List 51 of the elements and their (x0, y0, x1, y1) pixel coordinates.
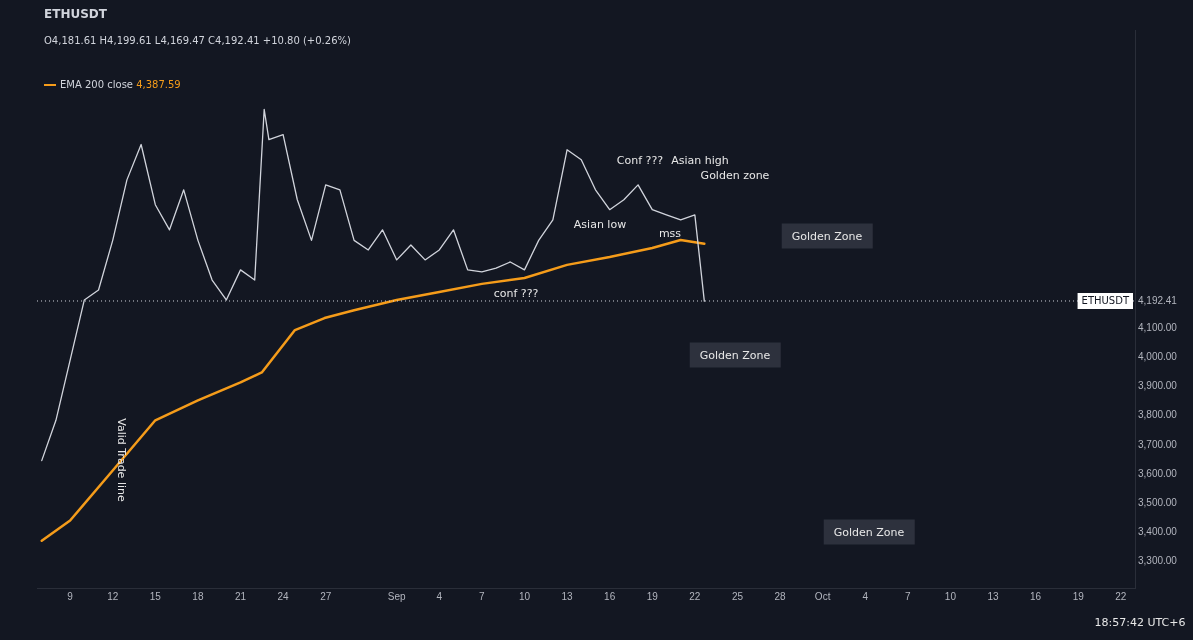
x-tick-label: 24 (277, 590, 290, 602)
x-tick-label: 18 (192, 590, 204, 602)
x-tick-label: 9 (67, 590, 74, 602)
text: 18:57:42 UTC+6 (1094, 615, 1186, 629)
x-tick-label: 22 (1115, 590, 1127, 602)
y-tick-label: 4,192.41 (1138, 294, 1178, 306)
x-tick-label: 27 (320, 590, 332, 602)
annotation: Asian low (573, 217, 627, 231)
x-tick-label: 13 (561, 590, 574, 602)
x-tick-label: 16 (1030, 590, 1042, 602)
y-tick-label: 3,400.00 (1138, 526, 1178, 538)
y-tick-label: 3,900.00 (1138, 380, 1178, 392)
y-tick-label: 3,800.00 (1138, 409, 1178, 421)
x-tick-label: 28 (774, 590, 787, 602)
x-tick-label: 19 (646, 590, 659, 602)
x-tick-label: 4 (862, 590, 869, 602)
annotation: Conf ??? (616, 153, 664, 167)
ref-line-label: ETHUSDT (1081, 294, 1130, 306)
y-tick-label: 4,100.00 (1138, 321, 1178, 333)
x-tick-label: Sep (387, 590, 407, 602)
annotation: conf ??? (493, 286, 539, 300)
x-tick-label: 19 (1072, 590, 1085, 602)
legend-label: EMA 200 close (60, 79, 134, 90)
y-tick-label: 3,300.00 (1138, 555, 1178, 567)
x-tick-label: 16 (604, 590, 616, 602)
annotation: Asian high (671, 153, 729, 167)
annotation: Golden Zone (689, 342, 781, 368)
y-tick-label: 3,500.00 (1138, 497, 1178, 509)
x-tick-label: 12 (107, 590, 119, 602)
x-tick-label: 4 (436, 590, 443, 602)
annotation: Golden Zone (823, 519, 915, 545)
annotation: 4,387.59 (136, 79, 181, 90)
x-tick-label: Oct (814, 590, 831, 602)
x-tick-label: 10 (944, 590, 957, 602)
text: O4,181.61 H4,199.61 L4,169.47 C4,192.41 +10.80 (+0.26%) (44, 35, 351, 46)
chart-title: ETHUSDT (44, 7, 107, 21)
y-tick-label: 3,700.00 (1138, 438, 1178, 450)
annotation: Golden zone (700, 168, 770, 182)
x-tick-label: 10 (518, 590, 531, 602)
x-tick-label: 7 (479, 590, 486, 602)
x-tick-label: 22 (689, 590, 701, 602)
x-tick-label: 13 (987, 590, 1000, 602)
y-tick-label: 3,600.00 (1138, 467, 1178, 479)
y-tick-label: 4,000.00 (1138, 350, 1178, 362)
annotation: Golden Zone (781, 223, 873, 249)
x-tick-label: 21 (234, 590, 247, 602)
x-tick-label: 25 (731, 590, 744, 602)
x-tick-label: 7 (905, 590, 912, 602)
x-tick-label: 15 (149, 590, 162, 602)
annotation: Valid Trade line (114, 418, 128, 502)
annotation: mss (658, 226, 682, 240)
